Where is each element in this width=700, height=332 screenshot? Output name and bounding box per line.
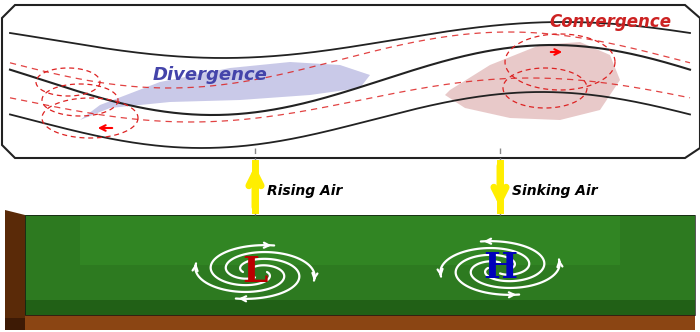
Text: Convergence: Convergence [549,13,671,31]
Text: Sinking Air: Sinking Air [512,185,598,199]
Text: H: H [483,251,517,285]
Polygon shape [25,215,695,315]
Text: Rising Air: Rising Air [267,185,342,199]
Polygon shape [445,42,620,120]
Polygon shape [80,62,370,120]
Polygon shape [5,210,25,318]
Text: Divergence: Divergence [153,66,267,84]
Polygon shape [10,315,695,330]
Polygon shape [2,5,700,158]
Polygon shape [25,300,695,315]
Polygon shape [80,215,620,265]
Polygon shape [5,318,25,330]
Text: L: L [242,255,267,289]
